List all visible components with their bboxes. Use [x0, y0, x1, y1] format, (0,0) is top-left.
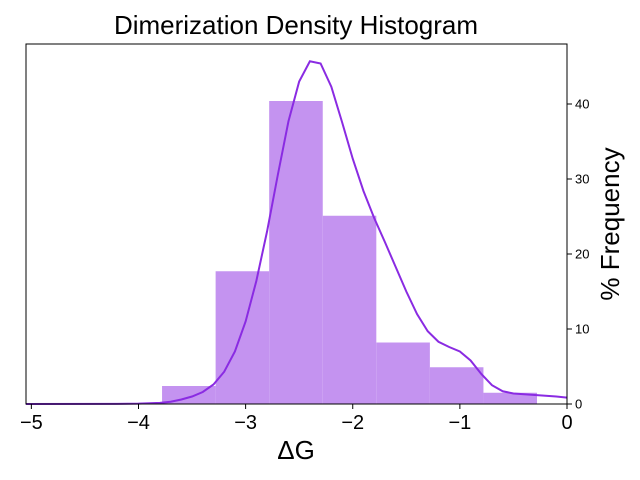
y-tick-label: 10 [575, 322, 589, 337]
histogram-bars [162, 101, 538, 404]
x-tick-label: −1 [448, 412, 471, 434]
x-tick-label: 0 [561, 412, 572, 434]
histogram-bar-3 [269, 101, 323, 404]
x-tick-label: −2 [341, 412, 364, 434]
histogram-bar-2 [215, 271, 270, 404]
histogram-bar-5 [376, 342, 430, 404]
plot-area-frame [25, 43, 568, 405]
x-axis-label: ΔG [277, 435, 315, 465]
x-tick-label: −4 [127, 412, 150, 434]
density-curve [25, 60, 568, 405]
histogram-bar-1 [162, 386, 216, 404]
x-tick-label: −3 [234, 412, 257, 434]
y-tick-label: 20 [575, 247, 589, 262]
histogram-bar-7 [483, 392, 538, 404]
y-axis-ticks: 0 10 20 30 40 [567, 97, 589, 412]
histogram-bar-6 [429, 367, 484, 404]
x-tick-label: −5 [20, 412, 43, 434]
chart-title: Dimerization Density Histogram [114, 10, 478, 40]
x-axis-ticks: −5 −4 −3 −2 −1 0 [20, 404, 573, 434]
y-tick-label: 40 [575, 97, 589, 112]
y-axis-label: % Frequency [595, 147, 625, 300]
y-tick-label: 0 [575, 397, 582, 412]
histogram-bar-4 [322, 215, 377, 404]
y-tick-label: 30 [575, 172, 589, 187]
